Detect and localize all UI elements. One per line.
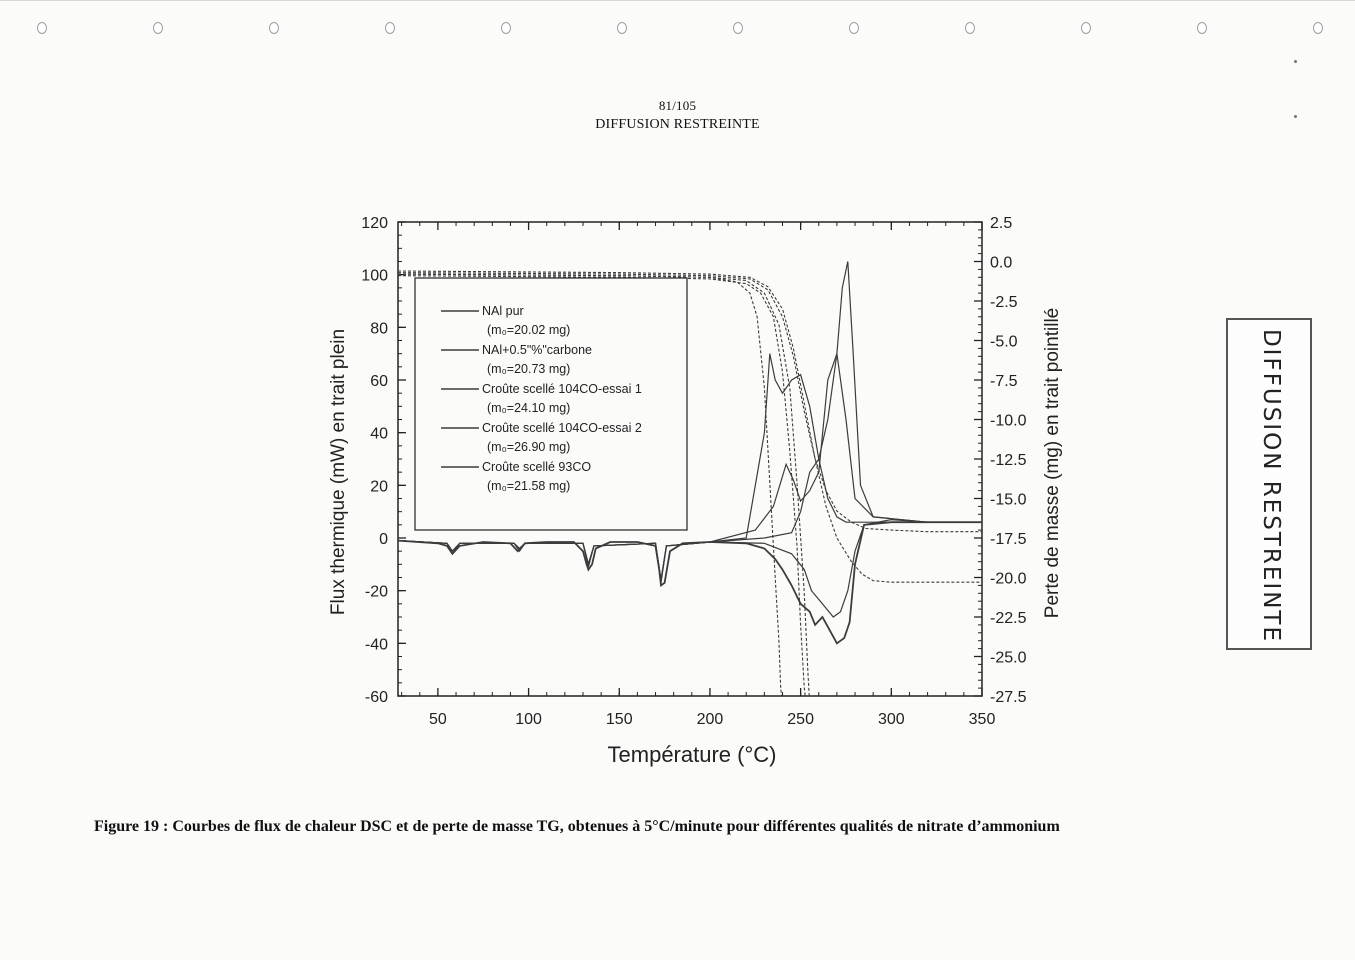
punch-hole: [385, 22, 395, 34]
x-tick-label: 300: [878, 711, 905, 728]
y-right-tick-label: -27.5: [990, 689, 1027, 706]
y-right-tick-label: 0.0: [990, 255, 1012, 272]
restricted-stamp: DIFFUSION RESTREINTE: [1226, 318, 1312, 650]
heat-flow-curve-5: [398, 518, 982, 618]
y-right-axis-title: Perte de masse (mg) en trait pointillé: [1042, 308, 1063, 618]
punch-hole: [849, 22, 859, 34]
x-tick-label: 100: [515, 711, 542, 728]
y-left-tick-label: 60: [370, 373, 388, 390]
legend-entry-name: Croûte scellé 93CO: [482, 460, 591, 474]
y-right-tick-label: -22.5: [990, 610, 1027, 627]
x-tick-label: 250: [787, 711, 814, 728]
y-right-tick-label: -5.0: [990, 334, 1018, 351]
legend-entry-name: NAl+0.5"%"carbone: [482, 343, 592, 357]
punch-holes: [0, 0, 1355, 50]
y-left-axis-title: Flux thermique (mW) en trait plein: [328, 329, 349, 615]
y-left-tick-label: -60: [365, 689, 388, 706]
y-right-tick-label: -10.0: [990, 413, 1027, 430]
y-right-tick-label: -25.0: [990, 650, 1027, 667]
punch-hole: [617, 22, 627, 34]
y-left-tick-label: 40: [370, 426, 388, 443]
scan-speck: [1294, 60, 1297, 63]
y-left-tick-label: 120: [361, 215, 388, 232]
x-tick-label: 50: [429, 711, 447, 728]
y-left-tick-label: -40: [365, 636, 388, 653]
mass-loss-curve-4: [398, 270, 982, 583]
legend-entry-mass: (m₀=26.90 mg): [487, 440, 570, 454]
y-right-tick-label: 2.5: [990, 215, 1012, 232]
legend: NAl pur (m₀=20.02 mg) NAl+0.5"%"carbone (m₀…: [414, 277, 688, 531]
mass-loss-curve-2: [398, 275, 806, 696]
x-tick-label: 200: [697, 711, 724, 728]
punch-hole: [1313, 22, 1323, 34]
punch-hole: [37, 22, 47, 34]
y-right-tick-label: -12.5: [990, 452, 1027, 469]
punch-hole: [733, 22, 743, 34]
legend-entry-mass: (m₀=20.02 mg): [487, 323, 570, 337]
legend-entry-name: Croûte scellé 104CO-essai 2: [482, 421, 642, 435]
y-right-tick-label: -17.5: [990, 531, 1027, 548]
header-diffusion-mark: DIFFUSION RESTREINTE: [595, 117, 760, 132]
y-right-tick-label: -7.5: [990, 373, 1018, 390]
axis-labels: Température (°C) Flux thermique (mW) en …: [328, 308, 1063, 767]
punch-hole: [269, 22, 279, 34]
punch-hole: [965, 22, 975, 34]
mass-loss-curve-5: [398, 272, 982, 533]
plot-area: 50 100 150 200 250 300 350 -60 -40 -20 0 20 40 60 80 10…: [361, 215, 1026, 728]
punch-hole: [501, 22, 511, 34]
punch-hole: [1081, 22, 1091, 34]
scan-speck: [1294, 115, 1297, 118]
y-right-tick-label: -15.0: [990, 492, 1027, 509]
legend-entry-mass: (m₀=20.73 mg): [487, 362, 570, 376]
page-number: 81/105: [658, 98, 697, 113]
y-left-tick-label: 100: [361, 268, 388, 285]
punch-hole: [1197, 22, 1207, 34]
y-right-tick-label: -20.0: [990, 571, 1027, 588]
legend-entry-mass: (m₀=24.10 mg): [487, 401, 570, 415]
legend-entry-name: NAl pur: [482, 304, 524, 318]
y-left-tick-label: 0: [379, 531, 388, 548]
legend-entry-mass: (m₀=21.58 mg): [487, 479, 570, 493]
x-tick-label: 350: [969, 711, 996, 728]
heat-flow-curve-2: [398, 353, 982, 583]
y-left-tick-label: 20: [370, 478, 388, 495]
mass-loss-curve-3: [398, 273, 810, 696]
stamp-text: DIFFUSION RESTREINTE: [1258, 328, 1284, 644]
y-left-tick-label: -20: [365, 584, 388, 601]
x-axis-title: Température (°C): [608, 742, 777, 767]
y-right-tick-label: -2.5: [990, 294, 1018, 311]
legend-box: [414, 277, 688, 531]
x-tick-label: 150: [606, 711, 633, 728]
figure-caption: Figure 19 : Courbes de flux de chaleur D…: [94, 818, 1060, 835]
heat-flow-curve-1: [398, 521, 982, 645]
punch-hole: [153, 22, 163, 34]
y-left-tick-label: 80: [370, 320, 388, 337]
legend-entry-name: Croûte scellé 104CO-essai 1: [482, 382, 642, 396]
